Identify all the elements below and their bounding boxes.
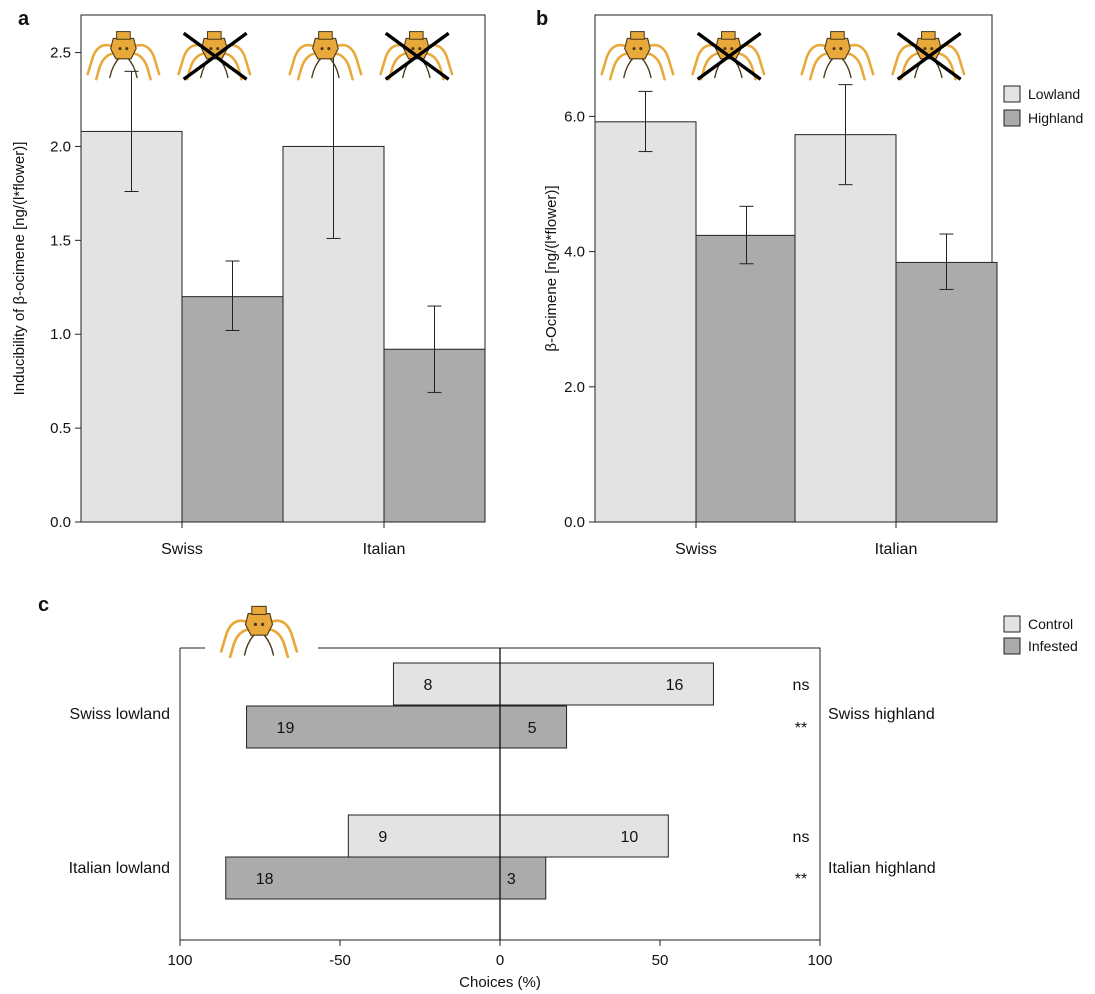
x-tick-label: 100 — [167, 952, 192, 969]
y-tick-label: 2.5 — [50, 45, 71, 62]
count-right: 3 — [507, 871, 516, 888]
spider-icon — [800, 30, 875, 81]
x-tick-label: 0 — [496, 952, 504, 969]
y-tick-label: 6.0 — [564, 108, 585, 125]
bar-control-left — [392, 662, 501, 706]
panel-letter: a — [18, 8, 30, 30]
bar-infested-right — [499, 856, 547, 900]
count-right: 10 — [621, 829, 639, 846]
cross-line — [182, 31, 248, 81]
y-tick-label: 2.0 — [50, 138, 71, 155]
spider-icon — [600, 30, 675, 81]
cross-line — [384, 31, 450, 81]
crossed-spider-icon — [177, 30, 252, 81]
spider-icon-body — [600, 30, 675, 81]
bar-control-right — [499, 662, 714, 706]
group-right-label: Italian highland — [828, 860, 936, 877]
group-left-label: Swiss lowland — [70, 706, 170, 723]
spider-icon-body — [288, 30, 363, 81]
bar-highland — [695, 234, 798, 523]
y-tick-label: 2.0 — [564, 379, 585, 396]
bar-lowland — [594, 121, 697, 523]
bar-control-left — [347, 814, 501, 858]
bar-lowland — [794, 134, 897, 523]
bar-highland — [181, 296, 284, 523]
legend-label: Infested — [1028, 638, 1078, 654]
bar-infested-left — [246, 705, 501, 749]
y-tick-label: 1.5 — [50, 232, 71, 249]
count-left: 9 — [378, 829, 387, 846]
significance-label: ns — [793, 677, 810, 694]
legend-swatch-lowland — [1003, 85, 1021, 103]
y-tick-label: 0.5 — [50, 420, 71, 437]
spider-icon — [288, 30, 363, 81]
x-tick-label: -50 — [329, 952, 351, 969]
group-right-label: Swiss highland — [828, 706, 935, 723]
crossed-spider-icon — [691, 30, 766, 81]
bar-infested-right — [499, 705, 568, 749]
count-left: 19 — [277, 720, 295, 737]
legend-swatch-control — [1003, 615, 1021, 633]
count-left: 18 — [256, 871, 274, 888]
x-axis-label: Choices (%) — [459, 974, 541, 991]
crossed-spider-icon — [891, 30, 966, 81]
significance-label: ** — [795, 720, 807, 737]
panel-letter: c — [38, 594, 49, 616]
x-tick-label: 50 — [652, 952, 669, 969]
spider-icon-body — [86, 30, 161, 81]
count-left: 8 — [423, 677, 432, 694]
crossed-spider-icon — [379, 30, 454, 81]
y-tick-label: 0.0 — [564, 514, 585, 531]
significance-label: ** — [795, 871, 807, 888]
count-right: 16 — [666, 677, 684, 694]
y-tick-label: 0.0 — [50, 514, 71, 531]
x-tick-label: Swiss — [161, 541, 203, 558]
legend-swatch-highland — [1003, 109, 1021, 127]
legend-swatch-infested — [1003, 637, 1021, 655]
cross-line — [896, 31, 962, 81]
significance-label: ns — [793, 829, 810, 846]
x-tick-label: Swiss — [675, 541, 717, 558]
legend-label: Lowland — [1028, 86, 1080, 102]
y-tick-label: 1.0 — [50, 326, 71, 343]
cross-line — [696, 31, 762, 81]
x-tick-label: 100 — [807, 952, 832, 969]
legend-label: Highland — [1028, 110, 1083, 126]
y-tick-label: 4.0 — [564, 244, 585, 261]
count-right: 5 — [528, 720, 537, 737]
y-axis-label: Inducibility of β-ocimene [ng/(l*flower)… — [11, 142, 28, 396]
spider-icon-body — [219, 605, 299, 659]
spider-icon — [219, 605, 299, 659]
bar-highland — [895, 261, 998, 523]
y-axis-label: β-Ocimene [ng/(l*flower)] — [543, 185, 560, 351]
panel-letter: b — [536, 8, 548, 30]
x-tick-label: Italian — [875, 541, 918, 558]
group-left-label: Italian lowland — [69, 860, 170, 877]
spider-icon-body — [800, 30, 875, 81]
x-tick-label: Italian — [363, 541, 406, 558]
bar-control-right — [499, 814, 669, 858]
legend-label: Control — [1028, 616, 1073, 632]
spider-icon — [86, 30, 161, 81]
